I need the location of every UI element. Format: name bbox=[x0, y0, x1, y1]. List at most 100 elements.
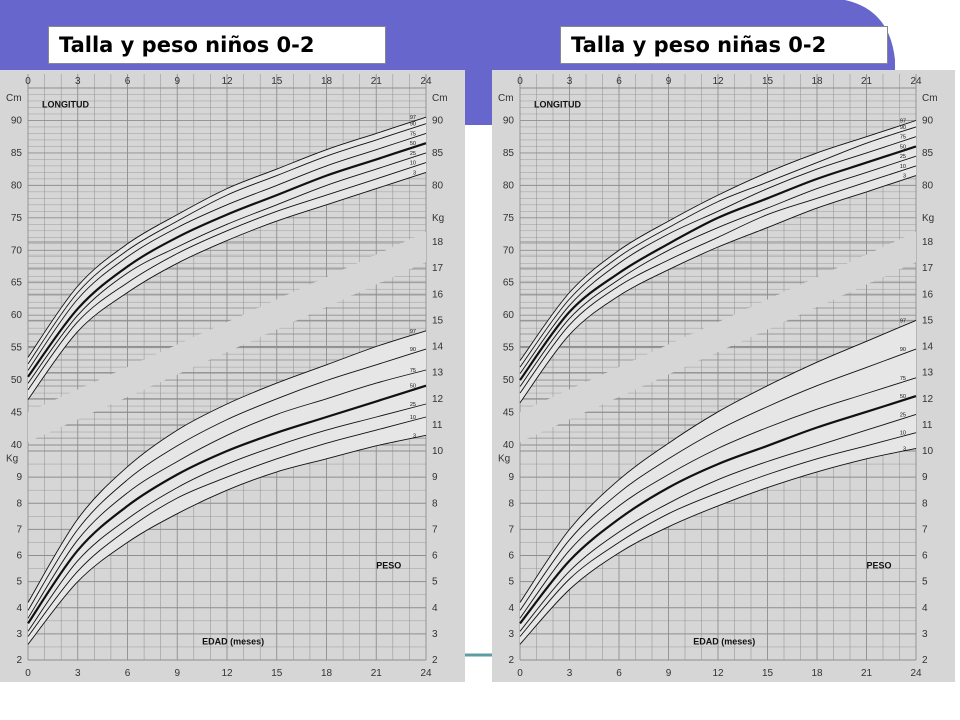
length-tick-right: 90 bbox=[432, 115, 444, 126]
length-tick-left: 40 bbox=[503, 440, 515, 451]
length-tick-left: 65 bbox=[503, 278, 515, 289]
x-tick-top: 21 bbox=[861, 76, 873, 87]
weight-tick-right: 4 bbox=[432, 603, 438, 614]
x-tick-top: 24 bbox=[420, 76, 432, 87]
weight-unit-right: Kg bbox=[432, 213, 444, 224]
length-tick-left: 55 bbox=[503, 343, 515, 354]
weight-tick-left: 5 bbox=[508, 577, 514, 588]
length-p75-line bbox=[519, 136, 917, 374]
chart-boys: 9790755025103979075502510300336699121215… bbox=[0, 70, 465, 682]
weight-tick-right: 14 bbox=[922, 342, 934, 353]
length-panel-label: LONGITUD bbox=[42, 99, 89, 109]
weight-tick-right: 15 bbox=[922, 315, 934, 326]
weight-p3-label: 3 bbox=[903, 446, 906, 452]
length-p97-label: 97 bbox=[900, 118, 906, 124]
length-unit-left: Cm bbox=[498, 93, 514, 104]
weight-p90-label: 90 bbox=[900, 347, 906, 353]
weight-tick-left: 3 bbox=[16, 629, 22, 640]
weight-p90-line bbox=[27, 348, 427, 611]
weight-p3-line bbox=[27, 434, 427, 645]
x-tick-top: 0 bbox=[25, 76, 31, 87]
weight-p3-label: 3 bbox=[413, 433, 416, 439]
weight-tick-right: 4 bbox=[922, 603, 928, 614]
weight-tick-right: 18 bbox=[922, 237, 934, 248]
length-tick-left: 65 bbox=[11, 278, 23, 289]
weight-tick-right: 18 bbox=[432, 237, 444, 248]
x-tick-bottom: 18 bbox=[321, 668, 333, 679]
length-tick-left: 75 bbox=[503, 213, 515, 224]
weight-p75-label: 75 bbox=[410, 368, 416, 374]
weight-tick-left: 8 bbox=[16, 498, 22, 509]
x-tick-bottom: 21 bbox=[861, 668, 873, 679]
length-percentile-band bbox=[520, 120, 916, 403]
x-tick-top: 12 bbox=[712, 76, 724, 87]
weight-p50-label: 50 bbox=[410, 384, 416, 390]
weight-p97-label: 97 bbox=[410, 329, 416, 335]
weight-p90-line bbox=[519, 348, 917, 611]
weight-tick-right: 2 bbox=[432, 655, 438, 666]
length-p90-line bbox=[519, 126, 917, 368]
weight-tick-right: 3 bbox=[922, 629, 928, 640]
weight-tick-right: 5 bbox=[922, 577, 928, 588]
weight-tick-left: 6 bbox=[16, 551, 22, 562]
weight-panel-label: PESO bbox=[376, 561, 401, 571]
weight-tick-right: 5 bbox=[432, 577, 438, 588]
length-tick-right: 90 bbox=[922, 115, 934, 126]
x-tick-bottom: 9 bbox=[666, 668, 672, 679]
length-p25-line bbox=[27, 152, 427, 384]
weight-tick-right: 17 bbox=[922, 263, 934, 274]
weight-p25-label: 25 bbox=[900, 412, 906, 418]
length-p25-label: 25 bbox=[900, 154, 906, 160]
length-p3-line bbox=[519, 175, 917, 404]
title-girls: Talla y peso niñas 0-2 bbox=[560, 26, 888, 64]
length-tick-left: 75 bbox=[11, 213, 23, 224]
length-tick-left: 45 bbox=[11, 408, 23, 419]
x-tick-top: 21 bbox=[371, 76, 383, 87]
length-tick-left: 85 bbox=[503, 148, 515, 159]
chart-girls: 9790755025103979075502510300336699121215… bbox=[492, 70, 955, 682]
x-tick-bottom: 15 bbox=[762, 668, 774, 679]
length-p50-line bbox=[519, 145, 917, 381]
weight-tick-right: 12 bbox=[432, 394, 444, 405]
x-tick-top: 18 bbox=[321, 76, 333, 87]
x-tick-bottom: 24 bbox=[420, 668, 432, 679]
x-tick-bottom: 12 bbox=[221, 668, 233, 679]
length-tick-left: 90 bbox=[11, 115, 23, 126]
x-tick-top: 3 bbox=[75, 76, 81, 87]
length-p25-line bbox=[519, 155, 917, 387]
length-tick-right: 80 bbox=[432, 180, 444, 191]
length-tick-left: 45 bbox=[503, 408, 515, 419]
weight-tick-right: 14 bbox=[432, 342, 444, 353]
x-tick-bottom: 6 bbox=[125, 668, 131, 679]
x-tick-top: 18 bbox=[811, 76, 823, 87]
weight-tick-left: 3 bbox=[508, 629, 514, 640]
x-tick-top: 9 bbox=[666, 76, 672, 87]
weight-unit-left: Kg bbox=[498, 453, 510, 464]
length-tick-left: 50 bbox=[503, 375, 515, 386]
length-p50-line bbox=[27, 142, 427, 378]
length-unit-right: Cm bbox=[432, 93, 448, 104]
length-p75-label: 75 bbox=[900, 135, 906, 141]
length-p10-label: 10 bbox=[900, 164, 906, 170]
length-tick-left: 90 bbox=[503, 115, 515, 126]
weight-tick-right: 16 bbox=[922, 289, 934, 300]
weight-p97-line bbox=[519, 319, 917, 603]
weight-tick-right: 3 bbox=[432, 629, 438, 640]
x-tick-bottom: 21 bbox=[371, 668, 383, 679]
weight-p97-line bbox=[27, 330, 427, 603]
length-p3-label: 3 bbox=[413, 170, 416, 176]
weight-tick-left: 7 bbox=[16, 524, 22, 535]
weight-tick-right: 17 bbox=[432, 263, 444, 274]
x-tick-top: 24 bbox=[910, 76, 922, 87]
x-axis-label: EDAD (meses) bbox=[202, 636, 264, 646]
x-tick-bottom: 12 bbox=[712, 668, 724, 679]
length-tick-left: 70 bbox=[11, 245, 23, 256]
x-tick-top: 6 bbox=[616, 76, 622, 87]
length-p50-label: 50 bbox=[900, 144, 906, 150]
panel-separator bbox=[520, 232, 916, 442]
weight-p97-label: 97 bbox=[900, 318, 906, 324]
weight-tick-right: 2 bbox=[922, 655, 928, 666]
weight-tick-left: 6 bbox=[508, 551, 514, 562]
weight-tick-right: 7 bbox=[432, 524, 438, 535]
weight-p25-line bbox=[27, 403, 427, 632]
